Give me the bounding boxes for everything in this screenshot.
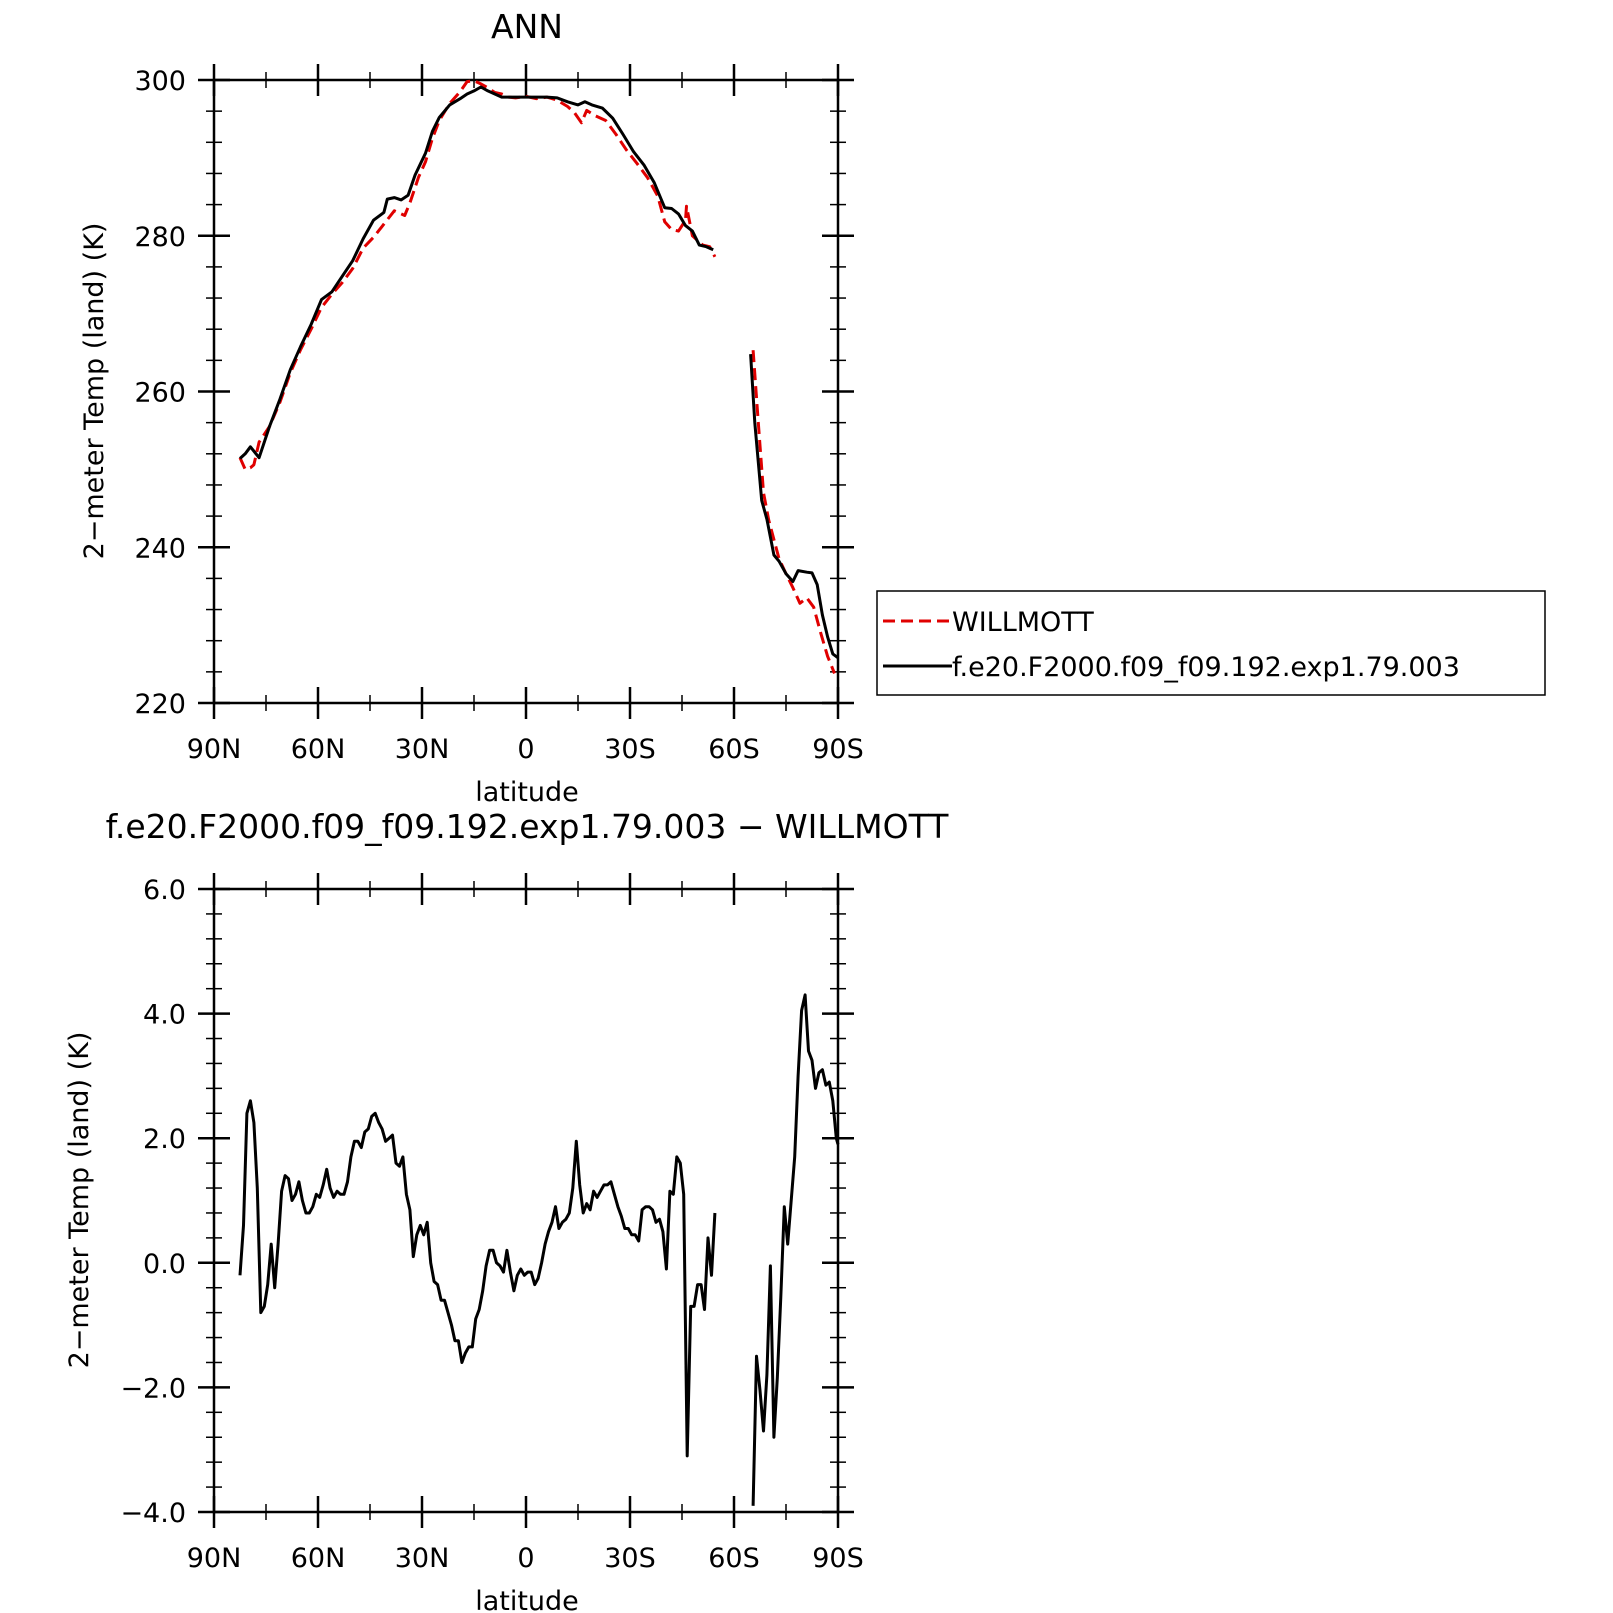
top-x-axis-label: latitude [475, 777, 579, 808]
bottom-y-axis-label: 2−meter Temp (land) (K) [64, 1032, 95, 1369]
bottom-x-tick-labels: 90N 60N 30N 0 30S 60S 90S [187, 1543, 864, 1574]
bottom-chart-title: f.e20.F2000.f09_f09.192.exp1.79.003 − WI… [106, 807, 950, 846]
top-y-tick-labels: 220 240 260 280 300 [134, 66, 186, 720]
x-tick-label: 30S [604, 734, 656, 765]
x-tick-label: 90S [812, 1543, 864, 1574]
bottom-axis-ticks [198, 873, 854, 1528]
top-axis-ticks [198, 64, 854, 719]
x-tick-label: 0 [517, 1543, 534, 1574]
bottom-chart-panel: f.e20.F2000.f09_f09.192.exp1.79.003 − WI… [64, 807, 949, 1613]
x-tick-label: 60S [708, 1543, 760, 1574]
bottom-y-tick-labels: −4.0 −2.0 0.0 2.0 4.0 6.0 [120, 875, 186, 1529]
y-tick-label: 220 [134, 689, 186, 720]
x-tick-label: 60N [291, 734, 346, 765]
legend-label-model: f.e20.F2000.f09_f09.192.exp1.79.003 [952, 652, 1460, 683]
top-chart-title: ANN [491, 7, 563, 46]
series-line-0-segment-1 [751, 993, 840, 1506]
y-tick-label: 4.0 [143, 1000, 186, 1031]
top-chart-legend: WILLMOTT f.e20.F2000.f09_f09.192.exp1.79… [876, 590, 1546, 696]
y-tick-label: 0.0 [143, 1249, 186, 1280]
y-tick-label: 280 [134, 222, 186, 253]
legend-label-willmott: WILLMOTT [952, 607, 1094, 638]
x-tick-label: 30S [604, 1543, 656, 1574]
legend-box [876, 590, 1546, 696]
x-tick-label: 90N [187, 734, 242, 765]
bottom-x-axis-label: latitude [475, 1586, 579, 1613]
top-y-axis-label: 2−meter Temp (land) (K) [79, 223, 110, 560]
y-tick-label: 2.0 [143, 1124, 186, 1155]
top-chart-panel: ANN 90N 60N 30N 0 30S 60S 90S 220240260280300 … [79, 7, 864, 808]
series-line-0-segment-0 [238, 1099, 717, 1458]
x-tick-label: 90S [812, 734, 864, 765]
y-tick-label: 240 [134, 533, 186, 564]
series-line-0-segment-1 [751, 350, 836, 674]
y-tick-label: 6.0 [143, 875, 186, 906]
top-x-tick-labels: 90N 60N 30N 0 30S 60S 90S [187, 734, 864, 765]
y-tick-label: 300 [134, 66, 186, 97]
bottom-plot-frame [212, 887, 840, 1514]
y-tick-label: −2.0 [120, 1373, 186, 1404]
series-line-1-segment-1 [749, 354, 839, 659]
top-series-lines [238, 79, 839, 674]
x-tick-label: 30N [395, 1543, 450, 1574]
y-tick-label: 260 [134, 378, 186, 409]
series-line-0-segment-0 [238, 79, 717, 471]
x-tick-label: 0 [517, 734, 534, 765]
x-tick-label: 90N [187, 1543, 242, 1574]
x-tick-label: 60N [291, 1543, 346, 1574]
top-plot-frame [212, 78, 840, 705]
x-tick-label: 30N [395, 734, 450, 765]
x-tick-label: 60S [708, 734, 760, 765]
y-tick-label: −4.0 [120, 1498, 186, 1529]
series-line-1-segment-0 [238, 85, 714, 460]
bottom-series-lines [238, 993, 840, 1506]
